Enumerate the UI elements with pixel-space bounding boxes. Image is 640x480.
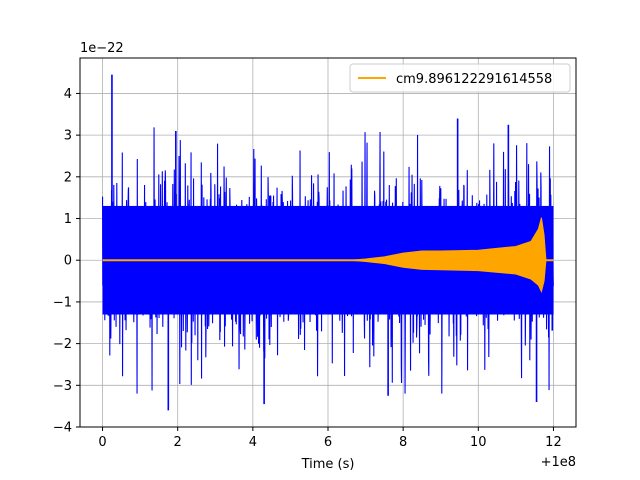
y-tick-label: 3 <box>64 129 72 144</box>
x-tick-label: 2 <box>174 435 182 450</box>
series-chirp <box>102 217 554 293</box>
legend-box <box>349 63 571 93</box>
legend: cm9.896122291614558 <box>349 63 571 93</box>
x-offset-label: +1e8 <box>541 455 576 470</box>
x-tick-label: 8 <box>399 435 407 450</box>
y-tick-label: −1 <box>53 295 72 310</box>
y-tick-label: 0 <box>64 254 72 269</box>
y-tick-label: −3 <box>53 379 72 394</box>
x-tick-label: 10 <box>470 435 487 450</box>
chirp-envelope <box>102 217 554 293</box>
x-tick-label: 6 <box>324 435 332 450</box>
x-axis-ticks: 0 2 4 6 8 10 12 <box>98 427 562 450</box>
y-tick-label: −2 <box>53 337 72 352</box>
y-axis-ticks: −4 −3 −2 −1 0 1 2 3 4 <box>53 87 80 436</box>
y-scale-label: 1e−22 <box>80 41 124 56</box>
y-tick-label: 1 <box>64 212 72 227</box>
y-tick-label: 2 <box>64 170 72 185</box>
y-tick-label: 4 <box>64 87 72 102</box>
x-tick-label: 4 <box>249 435 257 450</box>
legend-entry-label: cm9.896122291614558 <box>396 72 552 87</box>
x-tick-label: 12 <box>545 435 562 450</box>
y-tick-label: −4 <box>53 421 72 436</box>
x-axis-label: Time (s) <box>301 457 355 472</box>
x-tick-label: 0 <box>98 435 106 450</box>
